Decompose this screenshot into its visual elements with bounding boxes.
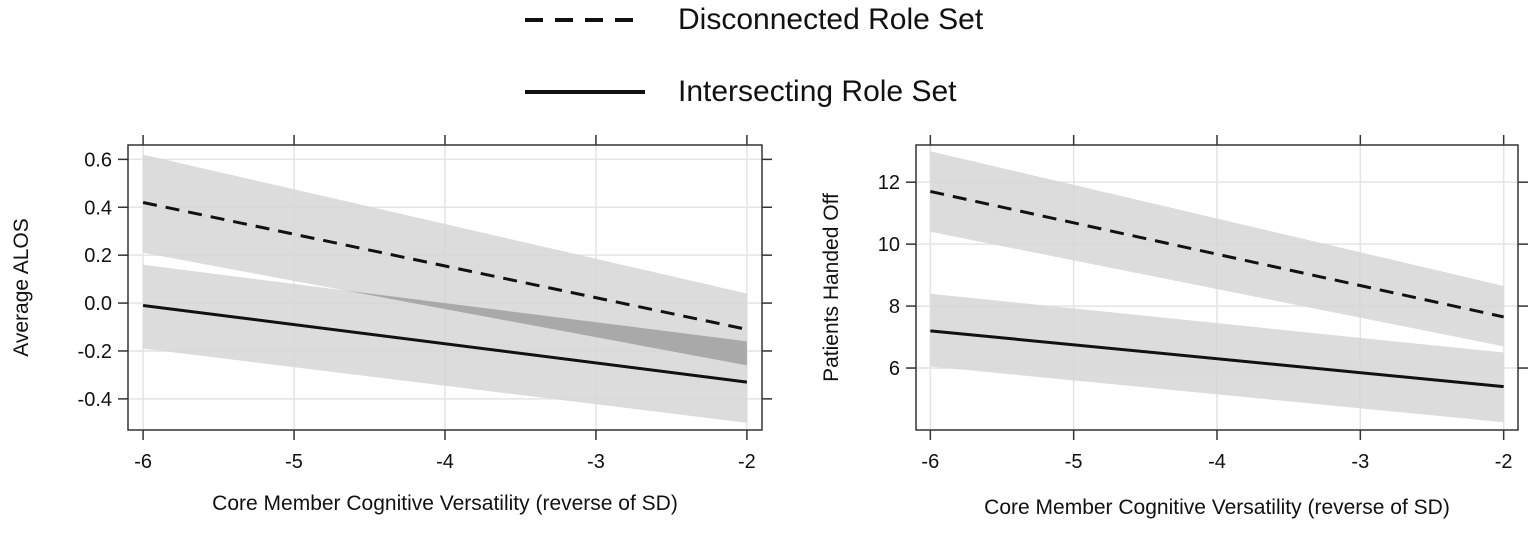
x-tick-label: -4 bbox=[1208, 451, 1226, 473]
y-tick-label: 8 bbox=[889, 296, 900, 318]
legend-item-intersecting: Intersecting Role Set bbox=[520, 72, 956, 112]
y-tick-label: 0.0 bbox=[84, 293, 112, 315]
x-tick-label: -3 bbox=[1351, 451, 1369, 473]
y-tick-label: 12 bbox=[878, 172, 900, 194]
x-tick-label: -5 bbox=[1065, 451, 1083, 473]
x-tick-label: -2 bbox=[1495, 451, 1513, 473]
x-tick-label: -6 bbox=[134, 451, 152, 473]
y-tick-label: 6 bbox=[889, 358, 900, 380]
confidence-band-disconnected bbox=[143, 154, 747, 366]
confidence-band-disconnected bbox=[930, 151, 1504, 347]
y-tick-label: 10 bbox=[878, 234, 900, 256]
y-tick-label: 0.6 bbox=[84, 149, 112, 171]
series-line-disconnected bbox=[930, 190, 1504, 319]
x-axis-label: Core Member Cognitive Versatility (rever… bbox=[212, 492, 678, 515]
chart-panel-2: -6 -5 -4 -3 -2 12 10 8 6 Core Member Cognitive Ve… bbox=[820, 135, 1528, 519]
series-line-disconnected bbox=[142, 201, 748, 331]
x-axis-label: Core Member Cognitive Versatility (rever… bbox=[984, 496, 1450, 519]
series-line-intersecting bbox=[142, 303, 748, 384]
x-tick-label: -5 bbox=[285, 451, 303, 473]
dashed-line-legend-icon bbox=[525, 18, 645, 22]
y-tick-label: 0.2 bbox=[84, 245, 112, 267]
legend-item-disconnected: Disconnected Role Set bbox=[520, 0, 983, 40]
chart-panel-1: -6 -5 -4 -3 -2 0.6 0.4 0.2 0.0 -0.2 -0.4 Core Membe… bbox=[10, 135, 772, 515]
series-line-intersecting bbox=[930, 329, 1504, 389]
solid-line-legend-icon bbox=[525, 90, 645, 94]
y-tick-label: 0.4 bbox=[84, 197, 112, 219]
legend-label-disconnected: Disconnected Role Set bbox=[678, 3, 984, 36]
y-tick-label: -0.2 bbox=[78, 341, 112, 363]
y-axis-label: Patients Handed Off bbox=[820, 193, 843, 382]
legend-label-intersecting: Intersecting Role Set bbox=[678, 75, 957, 108]
y-axis-label: Average ALOS bbox=[10, 218, 33, 357]
x-tick-label: -4 bbox=[436, 451, 454, 473]
x-tick-label: -6 bbox=[921, 451, 939, 473]
legend: Disconnected Role Set Intersecting Role … bbox=[0, 0, 1536, 120]
x-tick-label: -3 bbox=[587, 451, 605, 473]
x-tick-label: -2 bbox=[738, 451, 756, 473]
y-tick-label: -0.4 bbox=[78, 389, 112, 411]
